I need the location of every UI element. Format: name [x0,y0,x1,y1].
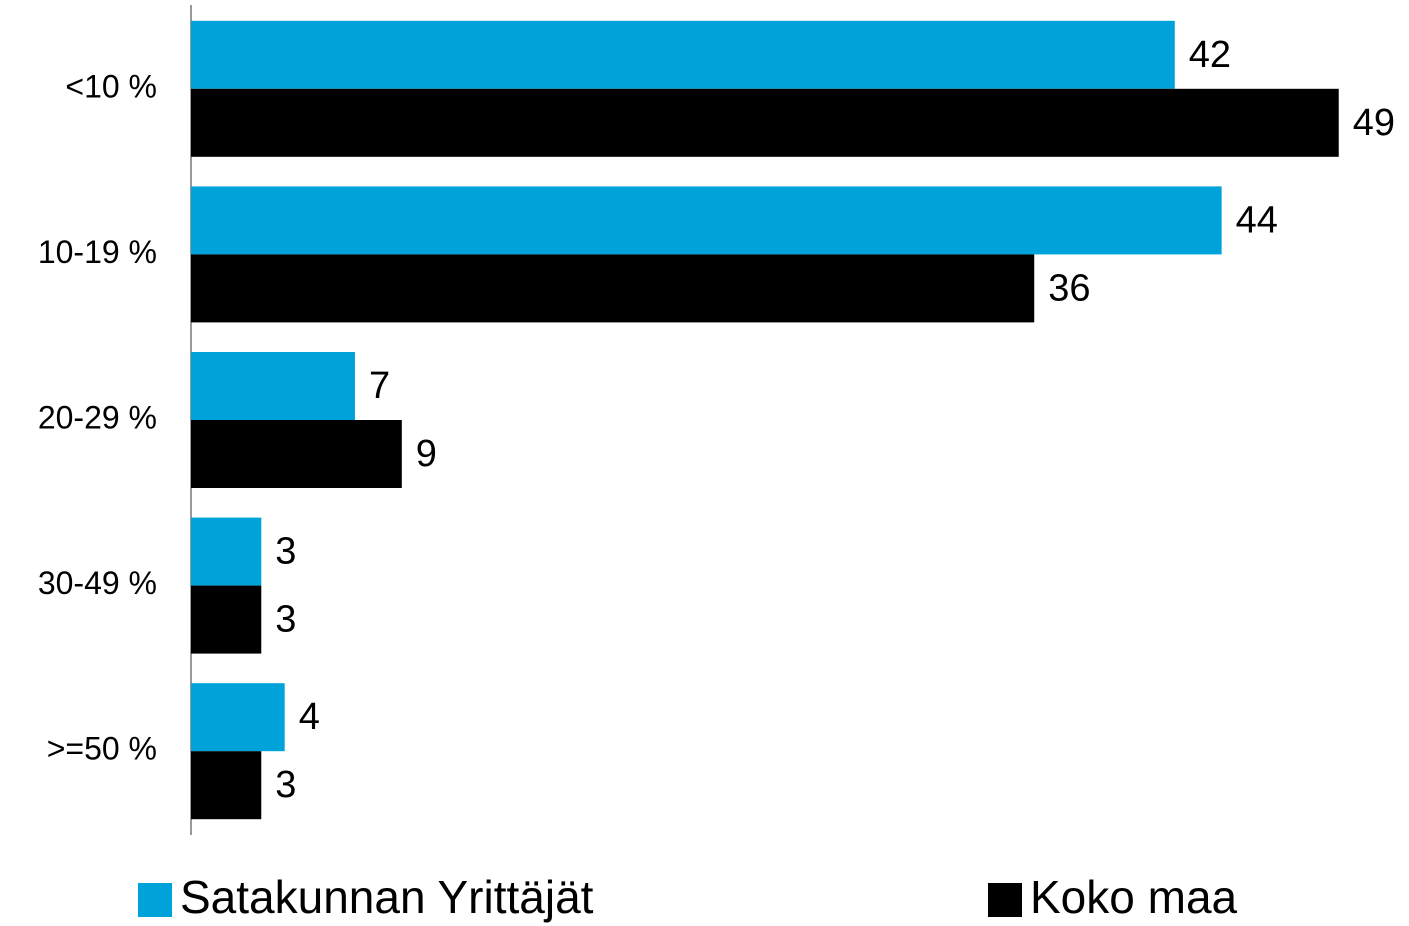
data-label: 44 [1236,199,1278,241]
bar [191,420,402,488]
y-tick-label: 20-29 % [38,399,157,435]
data-label: 7 [369,365,390,407]
data-label: 4 [299,696,320,738]
legend-label: Koko maa [1030,871,1238,923]
y-tick-label: <10 % [65,68,157,104]
bar [191,585,262,654]
bar [191,88,1339,157]
legend-label: Satakunnan Yrittäjät [180,871,594,923]
legend-swatch [988,883,1022,917]
bar [191,352,355,420]
data-label: 9 [416,433,437,475]
y-tick-label: >=50 % [47,731,157,767]
data-label: 3 [275,764,296,806]
bar [191,186,1222,255]
data-label: 3 [275,531,296,573]
data-label: 36 [1048,267,1090,309]
bar [191,683,285,752]
legend-swatch [138,883,172,917]
bar [191,751,262,820]
data-label: 42 [1189,34,1231,76]
bar [191,517,262,586]
y-tick-label: 30-49 % [38,565,157,601]
y-tick-label: 10-19 % [38,234,157,270]
data-label: 49 [1353,102,1395,144]
bar [191,20,1175,89]
data-label: 3 [275,599,296,641]
bar [191,254,1035,323]
